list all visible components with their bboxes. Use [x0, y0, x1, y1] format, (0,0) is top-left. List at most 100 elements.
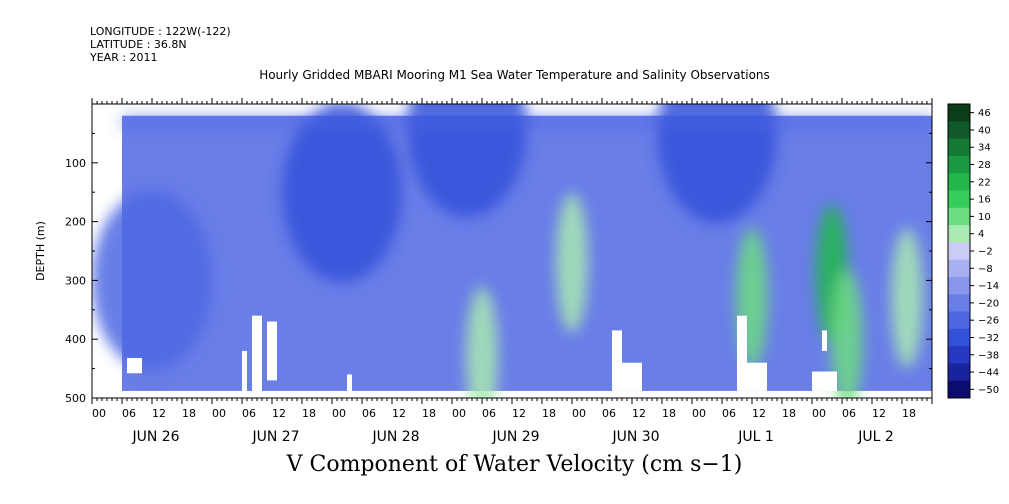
field-background: [122, 115, 932, 391]
colorbar: 46 40 34 28 22 16 10 4 −2 −8 −14 −20 −26 −32 −38 −44 −50: [947, 103, 999, 399]
data-gap: [612, 330, 622, 391]
colorbar-label: 40: [978, 125, 991, 136]
colorbar-swatch: [948, 121, 970, 140]
x-hour-label: 18: [782, 407, 796, 420]
colorbar-swatch: [948, 346, 970, 364]
x-hour-label: 18: [902, 407, 916, 420]
data-gaps: [127, 315, 837, 391]
colorbar-swatch: [948, 311, 970, 330]
x-hour-label: 00: [812, 407, 826, 420]
x-hour-label: 18: [542, 407, 556, 420]
surface-band: [122, 115, 932, 128]
y-tick-label: 500: [65, 392, 86, 405]
field-feature-positive: [466, 286, 498, 398]
colorbar-label: 22: [978, 177, 991, 188]
data-gap: [747, 362, 767, 391]
colorbar-label: 34: [978, 143, 991, 154]
x-hour-label: 18: [302, 407, 316, 420]
colorbar-swatch: [948, 173, 970, 191]
colorbar-swatch: [948, 190, 970, 209]
colorbar-swatch: [948, 104, 970, 122]
x-hour-label: 18: [182, 407, 196, 420]
colorbar-label: 10: [978, 212, 991, 223]
colorbar-swatch: [948, 242, 970, 261]
field-feature-negative: [657, 104, 777, 224]
x-hour-label: 12: [872, 407, 886, 420]
field-feature-negative: [92, 190, 212, 371]
data-gap: [127, 358, 142, 374]
colorbar-swatch: [948, 138, 970, 157]
colorbar-swatch: [948, 276, 970, 295]
data-gap: [267, 321, 277, 381]
field-feature-positive: [556, 192, 588, 333]
x-hour-label: 06: [722, 407, 736, 420]
x-day-label: JUN 28: [371, 429, 419, 445]
colorbar-swatch: [948, 225, 970, 243]
chart-title: Hourly Gridded MBARI Mooring M1 Sea Wate…: [259, 68, 770, 82]
y-axis-label: DEPTH (m): [34, 221, 47, 281]
colorbar-swatch: [948, 380, 970, 399]
colorbar-label: 16: [978, 195, 991, 206]
x-hour-label: 18: [422, 407, 436, 420]
colorbar-swatch: [948, 328, 970, 347]
colorbar-swatch: [948, 294, 970, 313]
y-tick-label: 200: [65, 216, 86, 229]
field-feature-positive: [891, 228, 923, 369]
field-feature-positive: [831, 269, 863, 398]
colorbar-label: −14: [978, 281, 999, 292]
data-gap: [347, 374, 352, 391]
colorbar-swatch: [948, 155, 970, 174]
x-hour-label: 06: [602, 407, 616, 420]
year-label: YEAR : 2011: [90, 51, 158, 64]
x-day-label: JUN 29: [491, 429, 539, 445]
x-day-label: JUL 2: [857, 429, 894, 445]
x-hour-label: 18: [662, 407, 676, 420]
y-tick-label: 400: [65, 333, 86, 346]
data-gap: [737, 315, 747, 391]
x-hour-label: 12: [752, 407, 766, 420]
colorbar-label: −32: [978, 333, 999, 344]
x-hour-label: 00: [692, 407, 706, 420]
x-day-label: JUN 30: [611, 429, 659, 445]
chart-caption: V Component of Water Velocity (cm s−1): [286, 452, 743, 477]
colorbar-label: −20: [978, 298, 999, 309]
x-day-label: JUL 1: [737, 429, 774, 445]
colorbar-label: −44: [978, 368, 999, 379]
colorbar-swatch: [948, 363, 970, 382]
data-gap: [822, 330, 827, 351]
x-hour-label: 12: [632, 407, 646, 420]
x-hour-label: 06: [362, 407, 376, 420]
velocity-field: [92, 104, 932, 398]
colorbar-label: −26: [978, 316, 999, 327]
longitude-label: LONGITUDE : 122W(-122): [90, 25, 231, 38]
x-hour-label: 12: [152, 407, 166, 420]
colorbar-swatch: [948, 259, 970, 278]
x-hour-label: 00: [92, 407, 106, 420]
data-gap: [242, 350, 247, 391]
data-gap: [622, 362, 642, 391]
x-hour-label: 06: [122, 407, 136, 420]
colorbar-label: −50: [978, 385, 999, 396]
latitude-label: LATITUDE : 36.8N: [90, 38, 187, 51]
x-hour-label: 06: [842, 407, 856, 420]
colorbar-swatch: [948, 207, 970, 226]
x-day-label: JUN 27: [251, 429, 299, 445]
x-hour-label: 06: [242, 407, 256, 420]
y-tick-label: 100: [65, 157, 86, 170]
x-hour-label: 06: [482, 407, 496, 420]
colorbar-label: 28: [978, 160, 991, 171]
colorbar-label: 46: [978, 108, 991, 119]
colorbar-label: 4: [978, 229, 984, 240]
x-hour-label: 00: [572, 407, 586, 420]
y-tick-label: 300: [65, 274, 86, 287]
field-feature-negative: [407, 104, 527, 218]
x-hour-label: 12: [392, 407, 406, 420]
x-hour-label: 00: [212, 407, 226, 420]
data-gap: [812, 371, 837, 391]
colorbar-label: −2: [978, 247, 993, 258]
colorbar-label: −8: [978, 264, 993, 275]
x-hour-label: 12: [272, 407, 286, 420]
x-hour-label: 00: [332, 407, 346, 420]
x-hour-label: 12: [512, 407, 526, 420]
